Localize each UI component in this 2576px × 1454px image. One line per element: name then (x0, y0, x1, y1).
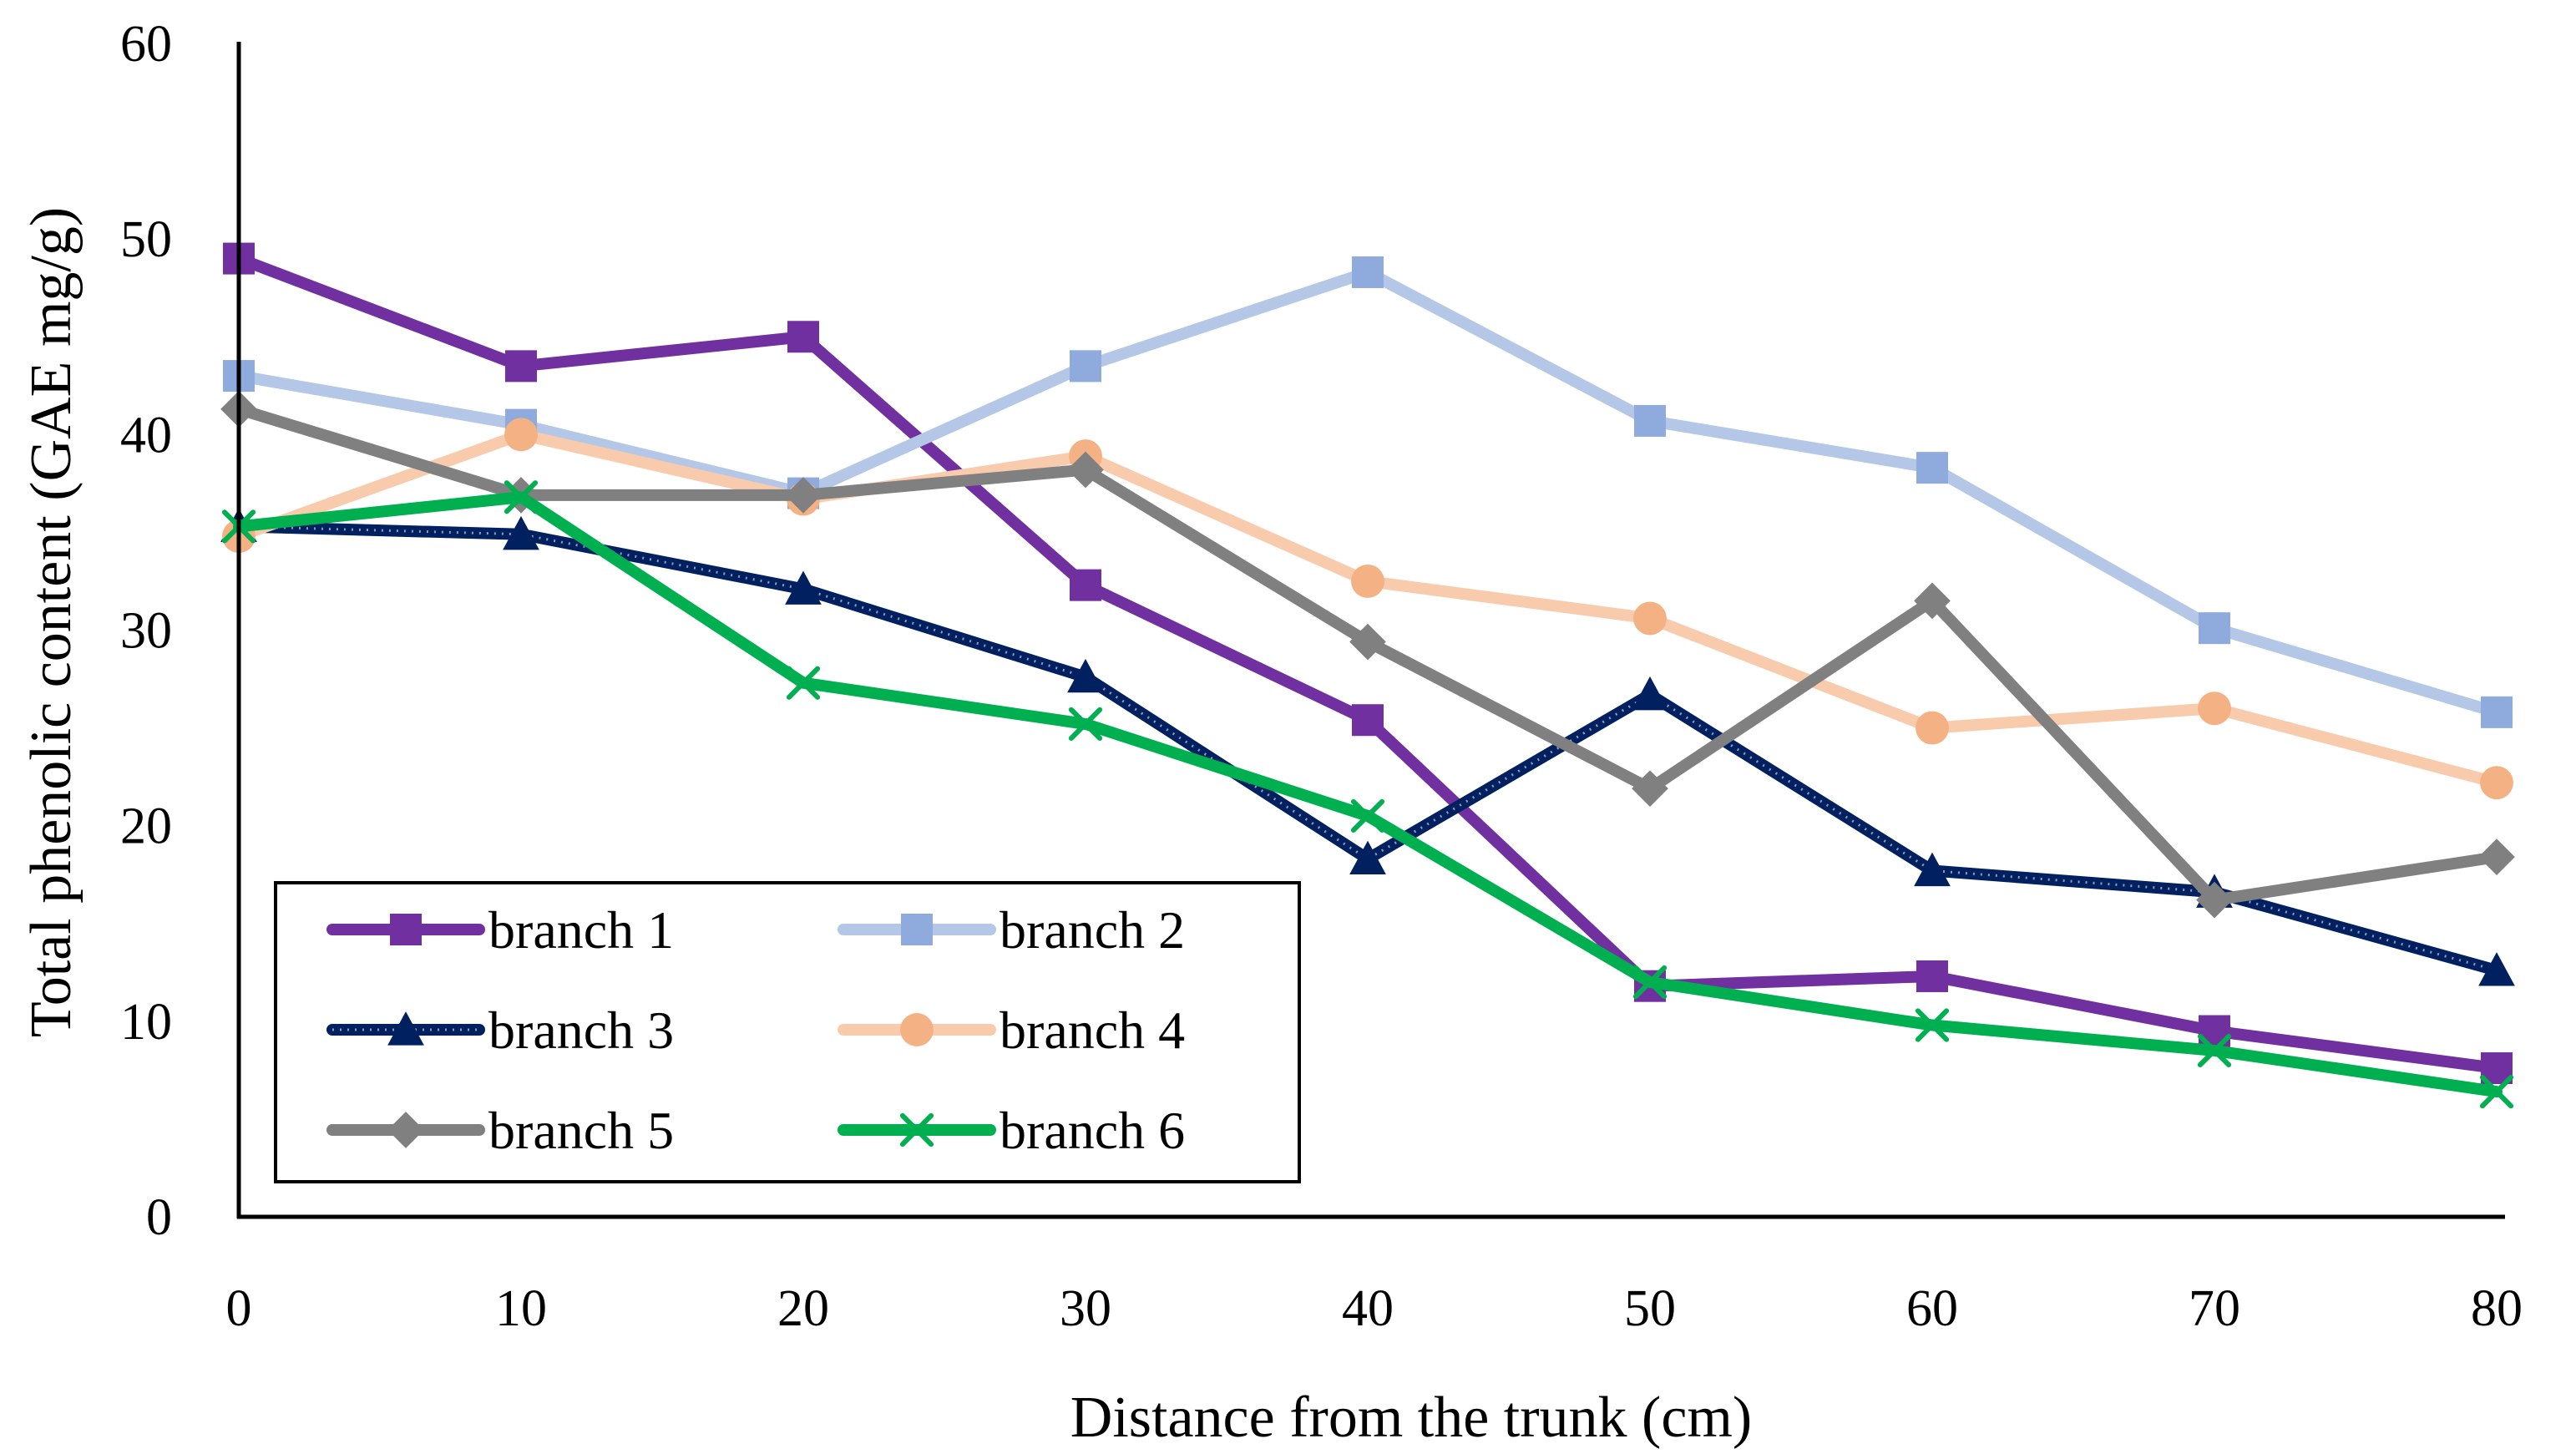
circle-marker (1633, 601, 1667, 636)
x-tick-label: 10 (495, 1280, 547, 1337)
diamond-marker (2196, 881, 2233, 919)
x-marker (786, 666, 821, 700)
x-tick-label: 30 (1060, 1280, 1111, 1337)
square-marker (1916, 452, 1948, 484)
square-marker (1634, 404, 1666, 437)
triangle-marker (1067, 658, 1104, 693)
legend-item: branch 6 (838, 1101, 1185, 1160)
legend-item: branch 3 (326, 1001, 674, 1060)
y-tick-label: 60 (120, 16, 172, 73)
square-marker (390, 914, 422, 945)
square-marker (1352, 256, 1384, 288)
diamond-marker (1067, 451, 1104, 489)
square-marker (901, 914, 933, 945)
legend-label: branch 6 (1000, 1101, 1185, 1160)
circle-marker (1351, 565, 1384, 598)
y-tick-label: 20 (120, 798, 172, 855)
series-5 (220, 391, 2515, 919)
square-marker (1352, 704, 1384, 737)
y-tick-label: 40 (120, 407, 172, 464)
series-layer (220, 242, 2515, 1109)
diamond-marker (1632, 770, 1668, 808)
legend-label: branch 5 (488, 1101, 674, 1160)
square-marker (505, 350, 537, 382)
x-marker (1350, 798, 1385, 833)
circle-marker (900, 1013, 934, 1046)
diamond-marker (387, 1112, 424, 1148)
x-marker (1915, 1008, 1950, 1042)
circle-marker (2480, 766, 2513, 800)
legend-item: branch 5 (326, 1101, 674, 1160)
legend-label: branch 3 (488, 1001, 674, 1060)
triangle-marker (387, 1011, 424, 1046)
triangle-marker (1632, 676, 1668, 711)
x-tick-label: 80 (2471, 1280, 2523, 1337)
y-tick-label: 50 (120, 211, 172, 268)
square-marker (1070, 350, 1101, 382)
x-tick-label: 70 (2189, 1280, 2240, 1337)
circle-marker (1916, 711, 1949, 745)
y-axis-title: Total phenolic content (GAE mg/g) (19, 207, 84, 1037)
square-marker (1070, 569, 1101, 601)
circle-marker (504, 418, 538, 452)
y-tick-label: 10 (120, 994, 172, 1051)
x-marker (504, 480, 539, 514)
diamond-marker (785, 477, 822, 514)
triangle-marker (503, 515, 539, 550)
y-tick-labels: 0 10 20 30 40 50 60 (120, 16, 172, 1246)
series-6 (221, 480, 2514, 1109)
series-4 (222, 418, 2513, 800)
square-marker (787, 321, 819, 353)
triangle-marker (785, 570, 822, 605)
x-marker (2197, 1033, 2232, 1068)
legend-label: branch 4 (1000, 1001, 1185, 1060)
y-tick-label: 0 (146, 1189, 172, 1246)
square-marker (1916, 960, 1948, 992)
legend: branch 1 branch 2 branch 3 branch 4 branch 5… (274, 881, 1301, 1183)
triangle-marker (2478, 952, 2515, 986)
x-tick-label: 0 (226, 1280, 252, 1337)
legend-item: branch 1 (326, 900, 674, 960)
x-tick-label: 40 (1342, 1280, 1394, 1337)
square-marker (2481, 696, 2513, 728)
circle-marker (2198, 692, 2231, 726)
x-tick-label: 50 (1624, 1280, 1676, 1337)
square-marker (2199, 612, 2230, 645)
legend-label: branch 1 (488, 900, 674, 960)
x-marker (1632, 965, 1668, 1000)
legend-item: branch 4 (838, 1001, 1185, 1060)
x-marker (2479, 1075, 2514, 1109)
x-tick-label: 60 (1906, 1280, 1958, 1337)
x-axis-title: Distance from the trunk (cm) (1070, 1386, 1752, 1450)
diamond-marker (1914, 582, 1951, 620)
triangle-marker (1349, 840, 1386, 875)
y-tick-label: 30 (120, 603, 172, 660)
x-tick-labels: 0 10 20 30 40 50 60 70 80 (226, 1280, 2523, 1337)
legend-label: branch 2 (1000, 900, 1185, 960)
triangle-marker (1914, 852, 1951, 887)
diamond-marker (1349, 623, 1386, 661)
x-tick-label: 20 (777, 1280, 829, 1337)
diamond-marker (2478, 838, 2515, 875)
x-marker (1068, 707, 1103, 741)
legend-item: branch 2 (838, 900, 1185, 960)
x-marker (899, 1112, 934, 1147)
